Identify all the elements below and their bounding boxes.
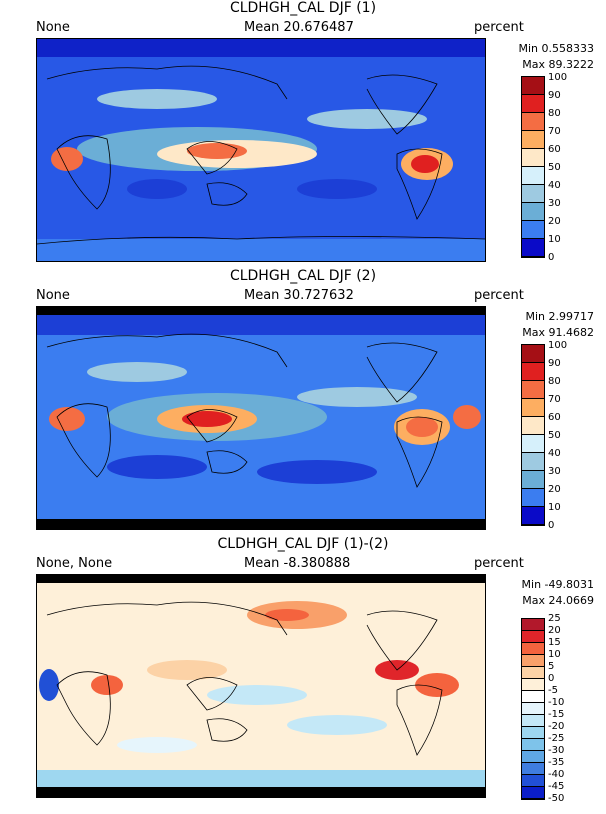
colorbar-tick: 0 bbox=[548, 673, 555, 684]
colorbar-tick: -50 bbox=[548, 793, 565, 804]
colorbar-tick: 40 bbox=[548, 180, 561, 191]
map-panel-3: CLDHGH_CAL DJF (1)-(2) None, None Mean -… bbox=[0, 536, 606, 806]
colorbar-tick: 40 bbox=[548, 448, 561, 459]
left-label: None bbox=[36, 288, 70, 303]
max-label: Max 91.4682 bbox=[522, 326, 594, 339]
colorbar-tick: 70 bbox=[548, 126, 561, 137]
left-label: None bbox=[36, 20, 70, 35]
colorbar-tick: 5 bbox=[548, 661, 555, 672]
panel-title: CLDHGH_CAL DJF (1)-(2) bbox=[217, 536, 389, 552]
min-label: Min 2.99717 bbox=[525, 310, 594, 323]
colorbar-tick: 60 bbox=[548, 412, 561, 423]
map-plot bbox=[36, 574, 486, 798]
panel-title: CLDHGH_CAL DJF (1) bbox=[229, 0, 377, 16]
mean-label: Mean -8.380888 bbox=[244, 556, 351, 571]
colorbar-tick: -40 bbox=[548, 769, 565, 780]
colorbar-tick: 50 bbox=[548, 430, 561, 441]
colorbar-tick: 60 bbox=[548, 144, 561, 155]
colorbar-tick: -30 bbox=[548, 745, 565, 756]
units-label: percent bbox=[474, 20, 524, 35]
colorbar-tick: -5 bbox=[548, 685, 558, 696]
min-label: Min -49.8031 bbox=[521, 578, 594, 591]
panel-title: CLDHGH_CAL DJF (2) bbox=[229, 268, 377, 284]
colorbar-tick: -25 bbox=[548, 733, 565, 744]
colorbar-tick: 30 bbox=[548, 466, 561, 477]
colorbar-tick: 0 bbox=[548, 252, 555, 263]
max-label: Max 89.3222 bbox=[522, 58, 594, 71]
colorbar-tick: 10 bbox=[548, 649, 561, 660]
colorbar bbox=[521, 618, 545, 800]
units-label: percent bbox=[474, 288, 524, 303]
units-label: percent bbox=[474, 556, 524, 571]
colorbar-tick: -10 bbox=[548, 697, 565, 708]
colorbar-tick: 20 bbox=[548, 216, 561, 227]
colorbar-tick: 80 bbox=[548, 108, 561, 119]
left-label: None, None bbox=[36, 556, 113, 571]
map-panel-2: CLDHGH_CAL DJF (2) None Mean 30.727632 p… bbox=[0, 268, 606, 538]
colorbar-tick: -15 bbox=[548, 709, 565, 720]
min-label: Min 0.558333 bbox=[518, 42, 594, 55]
colorbar-tick: 90 bbox=[548, 358, 561, 369]
colorbar-tick: 15 bbox=[548, 637, 561, 648]
colorbar-tick: 50 bbox=[548, 162, 561, 173]
colorbar-tick: 70 bbox=[548, 394, 561, 405]
map-plot bbox=[36, 306, 486, 530]
colorbar-tick: -35 bbox=[548, 757, 565, 768]
colorbar-tick: 20 bbox=[548, 484, 561, 495]
colorbar-tick: 25 bbox=[548, 613, 561, 624]
map-panel-1: CLDHGH_CAL DJF (1) None Mean 20.676487 p… bbox=[0, 0, 606, 270]
colorbar-tick: -45 bbox=[548, 781, 565, 792]
map-plot bbox=[36, 38, 486, 262]
max-label: Max 24.0669 bbox=[522, 594, 594, 607]
colorbar-tick: 100 bbox=[548, 340, 568, 351]
mean-label: Mean 20.676487 bbox=[244, 20, 354, 35]
colorbar bbox=[521, 76, 545, 258]
colorbar bbox=[521, 344, 545, 526]
colorbar-tick: 0 bbox=[548, 520, 555, 531]
colorbar-tick: 20 bbox=[548, 625, 561, 636]
colorbar-tick: -20 bbox=[548, 721, 565, 732]
colorbar-tick: 10 bbox=[548, 234, 561, 245]
colorbar-tick: 90 bbox=[548, 90, 561, 101]
colorbar-tick: 80 bbox=[548, 376, 561, 387]
mean-label: Mean 30.727632 bbox=[244, 288, 354, 303]
colorbar-tick: 30 bbox=[548, 198, 561, 209]
colorbar-tick: 100 bbox=[548, 72, 568, 83]
colorbar-tick: 10 bbox=[548, 502, 561, 513]
